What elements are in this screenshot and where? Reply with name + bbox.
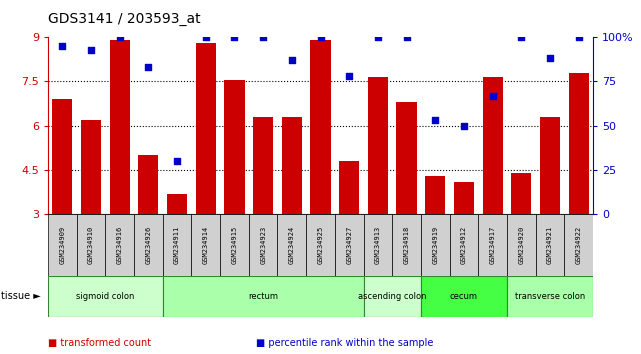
Bar: [48, 276, 163, 317]
Text: GSM234916: GSM234916: [117, 226, 123, 264]
Bar: [397, 102, 417, 214]
Bar: [282, 117, 302, 214]
Bar: [392, 214, 421, 276]
Bar: [105, 214, 134, 276]
Text: GSM234926: GSM234926: [146, 226, 151, 264]
Text: GSM234915: GSM234915: [231, 226, 237, 264]
Point: [487, 93, 497, 98]
Bar: [163, 276, 363, 317]
Text: sigmoid colon: sigmoid colon: [76, 292, 135, 301]
Text: GSM234910: GSM234910: [88, 226, 94, 264]
Bar: [421, 276, 507, 317]
Text: GSM234923: GSM234923: [260, 226, 266, 264]
Text: GSM234912: GSM234912: [461, 226, 467, 264]
Bar: [48, 214, 77, 276]
Bar: [335, 214, 363, 276]
Point: [258, 34, 269, 40]
Text: GSM234920: GSM234920: [518, 226, 524, 264]
Bar: [249, 214, 278, 276]
Text: GSM234911: GSM234911: [174, 226, 180, 264]
Text: GSM234925: GSM234925: [317, 226, 324, 264]
Bar: [196, 43, 216, 214]
Point: [229, 34, 240, 40]
Point: [115, 34, 125, 40]
Text: transverse colon: transverse colon: [515, 292, 585, 301]
Text: GSM234927: GSM234927: [346, 226, 352, 264]
Point: [315, 34, 326, 40]
Bar: [507, 276, 593, 317]
Bar: [339, 161, 359, 214]
Bar: [421, 214, 449, 276]
Bar: [564, 214, 593, 276]
Bar: [483, 77, 503, 214]
Bar: [449, 214, 478, 276]
Point: [57, 43, 67, 49]
Bar: [425, 176, 445, 214]
Point: [287, 57, 297, 63]
Bar: [138, 155, 158, 214]
Bar: [134, 214, 163, 276]
Bar: [310, 40, 331, 214]
Text: GSM234918: GSM234918: [404, 226, 410, 264]
Text: rectum: rectum: [248, 292, 278, 301]
Point: [344, 73, 354, 79]
Text: GSM234917: GSM234917: [490, 226, 495, 264]
Text: GSM234921: GSM234921: [547, 226, 553, 264]
Text: GSM234914: GSM234914: [203, 226, 209, 264]
Bar: [540, 117, 560, 214]
Text: GSM234909: GSM234909: [60, 226, 65, 264]
Text: GSM234913: GSM234913: [375, 226, 381, 264]
Bar: [192, 214, 220, 276]
Bar: [220, 214, 249, 276]
Text: cecum: cecum: [450, 292, 478, 301]
Bar: [253, 117, 273, 214]
Point: [430, 118, 440, 123]
Text: ■ percentile rank within the sample: ■ percentile rank within the sample: [256, 338, 434, 348]
Point: [545, 56, 555, 61]
Point: [372, 34, 383, 40]
Bar: [53, 99, 72, 214]
Text: tissue ►: tissue ►: [1, 291, 40, 302]
Point: [201, 34, 211, 40]
Bar: [507, 214, 536, 276]
Point: [459, 123, 469, 129]
Point: [172, 158, 182, 164]
Text: GSM234919: GSM234919: [432, 226, 438, 264]
Point: [86, 47, 96, 52]
Bar: [368, 77, 388, 214]
Bar: [278, 214, 306, 276]
Text: GSM234924: GSM234924: [289, 226, 295, 264]
Bar: [167, 194, 187, 214]
Point: [401, 34, 412, 40]
Bar: [110, 40, 129, 214]
Bar: [569, 73, 588, 214]
Bar: [363, 276, 421, 317]
Bar: [536, 214, 564, 276]
Text: ascending colon: ascending colon: [358, 292, 426, 301]
Bar: [454, 182, 474, 214]
Point: [574, 34, 584, 40]
Point: [516, 34, 526, 40]
Bar: [512, 173, 531, 214]
Bar: [224, 80, 244, 214]
Bar: [306, 214, 335, 276]
Text: ■ transformed count: ■ transformed count: [48, 338, 151, 348]
Bar: [81, 120, 101, 214]
Bar: [77, 214, 105, 276]
Bar: [478, 214, 507, 276]
Text: GSM234922: GSM234922: [576, 226, 581, 264]
Bar: [363, 214, 392, 276]
Bar: [163, 214, 192, 276]
Point: [144, 64, 154, 70]
Text: GDS3141 / 203593_at: GDS3141 / 203593_at: [48, 12, 201, 27]
